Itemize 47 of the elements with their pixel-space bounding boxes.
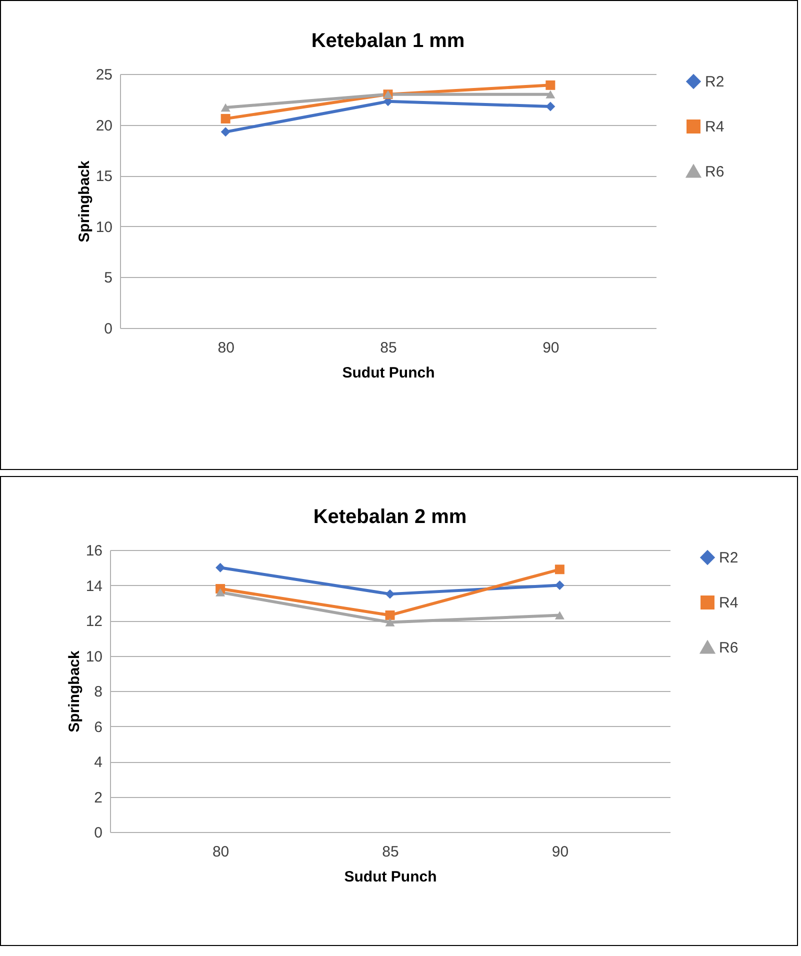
- point: [385, 610, 395, 620]
- point: [220, 114, 230, 124]
- chart-title: Ketebalan 2 mm: [313, 506, 467, 528]
- point: [385, 618, 395, 626]
- y-tick-label: 8: [94, 684, 102, 700]
- y-axis-title: Springback: [76, 160, 93, 242]
- y-tick-label: 0: [104, 320, 112, 338]
- point: [546, 90, 556, 98]
- chart-title: Ketebalan 1 mm: [311, 30, 465, 52]
- y-axis-title: Springback: [66, 650, 83, 732]
- x-axis-title: Sudut Punch: [344, 868, 437, 886]
- y-tick-label: 0: [94, 824, 102, 842]
- point: [554, 580, 564, 590]
- x-tick-label: 85: [382, 844, 399, 860]
- x-tick-label: 85: [380, 340, 397, 356]
- x-axis-title: Sudut Punch: [342, 364, 435, 382]
- y-tick-label: 6: [94, 718, 102, 736]
- legend-label: R2: [719, 550, 738, 566]
- legend-label: R6: [705, 164, 724, 180]
- y-tick-label: 15: [96, 168, 112, 186]
- legend-label: R4: [719, 594, 738, 612]
- y-tick-label: 4: [94, 754, 102, 771]
- point: [220, 103, 230, 112]
- legend-label: R2: [705, 74, 724, 90]
- y-tick-label: 10: [96, 218, 112, 236]
- y-tick-label: 25: [96, 66, 112, 84]
- point: [216, 562, 226, 572]
- y-tick-label: 12: [86, 613, 102, 630]
- y-tick-label: 14: [86, 578, 102, 595]
- point: [216, 588, 226, 596]
- point: [220, 127, 230, 137]
- y-tick-label: 16: [86, 542, 102, 560]
- x-tick-label: 90: [552, 844, 569, 860]
- x-tick-label: 80: [218, 340, 234, 356]
- legend-label: R6: [719, 640, 738, 656]
- x-tick-label: 80: [212, 844, 230, 860]
- point: [385, 589, 395, 599]
- y-tick-label: 20: [96, 117, 112, 134]
- point: [554, 611, 564, 620]
- point: [546, 80, 556, 90]
- point: [546, 102, 556, 112]
- x-tick-label: 90: [542, 340, 560, 356]
- legend-label: R4: [705, 118, 724, 136]
- y-tick-label: 2: [94, 789, 102, 806]
- y-tick-label: 5: [104, 270, 112, 287]
- point: [554, 564, 564, 574]
- y-tick-label: 10: [86, 648, 102, 666]
